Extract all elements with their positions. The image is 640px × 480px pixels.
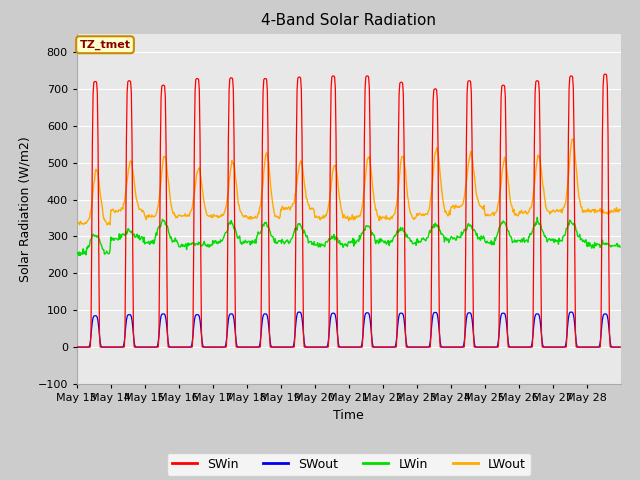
Y-axis label: Solar Radiation (W/m2): Solar Radiation (W/m2) [19, 136, 32, 282]
Title: 4-Band Solar Radiation: 4-Band Solar Radiation [261, 13, 436, 28]
Legend: SWin, SWout, LWin, LWout: SWin, SWout, LWin, LWout [167, 453, 531, 476]
X-axis label: Time: Time [333, 408, 364, 421]
Text: TZ_tmet: TZ_tmet [79, 40, 131, 50]
